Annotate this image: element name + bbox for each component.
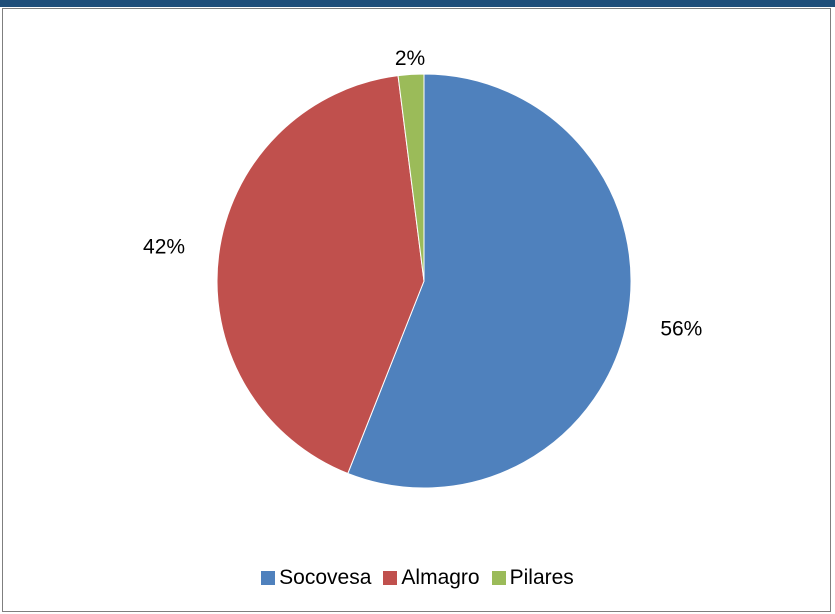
chart-legend: Socovesa Almagro Pilares [0,566,835,590]
legend-label-socovesa: Socovesa [279,566,372,589]
window-top-bar [0,0,835,7]
data-label-almagro: 42% [143,236,185,259]
pie-data-labels: 56% 42% 2% [143,47,702,341]
legend-item-pilares: Pilares [491,566,574,590]
legend-swatch-pilares [491,571,506,585]
pie-slices [216,73,632,489]
pie-slice-pilares [397,73,425,282]
legend-swatch-almagro [383,571,398,585]
legend-label-pilares: Pilares [509,566,574,589]
pie-slice-socovesa [347,73,632,489]
legend-item-socovesa: Socovesa [261,566,371,590]
pie-slice-almagro [216,75,425,475]
legend-label-almagro: Almagro [401,566,480,589]
data-label-pilares: 2% [395,47,425,70]
legend-item-almagro: Almagro [383,566,480,590]
pie-chart: 56% 42% 2% [143,47,702,489]
legend-swatch-socovesa [261,571,276,585]
data-label-socovesa: 56% [660,318,702,341]
